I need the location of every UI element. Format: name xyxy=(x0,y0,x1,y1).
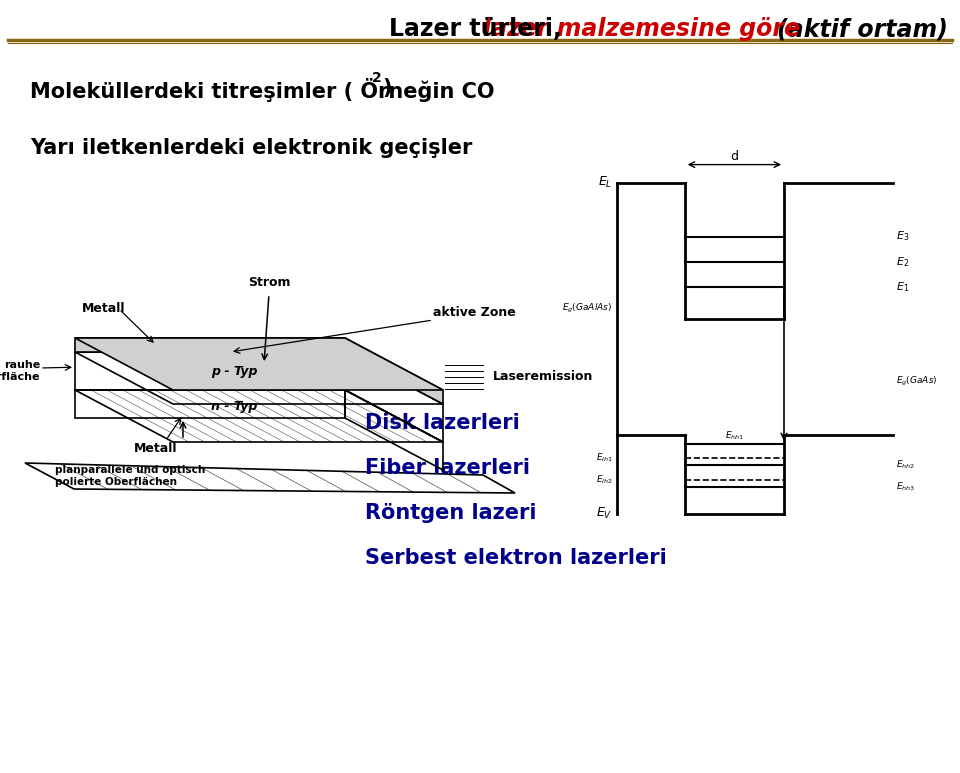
Text: $E_3$: $E_3$ xyxy=(896,230,909,243)
Text: $E_{hh3}$: $E_{hh3}$ xyxy=(896,481,915,493)
Polygon shape xyxy=(345,338,443,404)
Text: $E_{lh2}$: $E_{lh2}$ xyxy=(596,473,612,486)
Text: Serbest elektron lazerleri: Serbest elektron lazerleri xyxy=(365,548,667,568)
Text: Strom: Strom xyxy=(248,276,290,289)
Polygon shape xyxy=(75,338,345,352)
Text: n - Typ: n - Typ xyxy=(211,400,257,413)
Text: $E_g(GaAlAs)$: $E_g(GaAlAs)$ xyxy=(563,302,612,315)
Text: Metall: Metall xyxy=(83,302,126,315)
Text: (aktif ortam): (aktif ortam) xyxy=(778,17,948,41)
Text: Laseremission: Laseremission xyxy=(493,370,593,383)
Text: $E_{hh1}$: $E_{hh1}$ xyxy=(725,429,744,441)
Text: Yarı iletkenlerdeki elektronik geçişler: Yarı iletkenlerdeki elektronik geçişler xyxy=(30,138,472,158)
Polygon shape xyxy=(75,338,443,390)
Text: ): ) xyxy=(382,78,392,98)
Text: Disk lazerleri: Disk lazerleri xyxy=(365,413,519,433)
Text: $E_g(GaAs)$: $E_g(GaAs)$ xyxy=(896,375,937,388)
Text: rauhe
Oberfläche: rauhe Oberfläche xyxy=(0,360,40,382)
Text: p - Typ: p - Typ xyxy=(211,365,257,378)
Text: planparallele und optisch
polierte Oberflächen: planparallele und optisch polierte Oberf… xyxy=(55,465,205,486)
Text: $E_2$: $E_2$ xyxy=(896,255,909,269)
Text: Metall: Metall xyxy=(134,441,178,455)
Text: $E_L$: $E_L$ xyxy=(598,175,612,190)
Text: Lazer türleri,: Lazer türleri, xyxy=(389,17,570,41)
Text: d: d xyxy=(731,150,738,162)
Text: lazer malzemesine göre: lazer malzemesine göre xyxy=(483,17,808,41)
Text: $E_1$: $E_1$ xyxy=(896,280,909,294)
Text: Moleküllerdeki titreşimler ( Örneğin CO: Moleküllerdeki titreşimler ( Örneğin CO xyxy=(30,78,494,102)
Text: $E_V$: $E_V$ xyxy=(596,506,612,521)
Text: Röntgen lazeri: Röntgen lazeri xyxy=(365,503,537,523)
Text: 2: 2 xyxy=(372,71,382,85)
Text: Fiber lazerleri: Fiber lazerleri xyxy=(365,458,530,478)
Text: $E_{lh1}$: $E_{lh1}$ xyxy=(595,451,612,465)
Text: aktive Zone: aktive Zone xyxy=(433,305,516,318)
Text: $E_{hh2}$: $E_{hh2}$ xyxy=(896,459,915,472)
